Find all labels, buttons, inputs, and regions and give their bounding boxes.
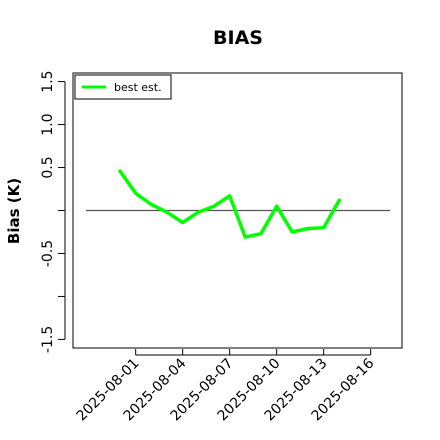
data-point [291,230,294,234]
data-point [165,211,169,214]
y-axis-label: Bias (K) [5,178,23,244]
data-point [244,235,247,239]
x-axis: 2025-08-012025-08-042025-08-072025-08-10… [74,349,378,424]
data-point [306,227,310,230]
y-axis: -1.5 -0.5 0.5 1.0 1.5 [40,70,66,353]
data-point [259,232,263,235]
data-point [338,198,341,202]
data-point [212,205,216,208]
y-tick-label: 1.5 [40,70,56,92]
data-point [134,192,137,195]
data-point [118,169,122,173]
legend-box [74,74,172,100]
series-line-best-est [118,169,342,239]
data-point [197,211,200,214]
data-point [322,226,325,229]
plot-frame [72,72,403,349]
legend-label: best est. [114,81,162,94]
data-point [275,205,278,208]
data-point [228,194,231,198]
y-tick-label: 1.0 [40,113,56,135]
legend: best est. [74,74,172,100]
data-point [181,221,184,224]
data-point [150,203,153,206]
chart-title: BIAS [213,27,263,49]
series-layer [118,169,342,239]
y-tick-label: -0.5 [40,240,56,267]
y-tick-label: -1.5 [40,326,56,353]
y-tick-label: 0.5 [40,156,56,178]
